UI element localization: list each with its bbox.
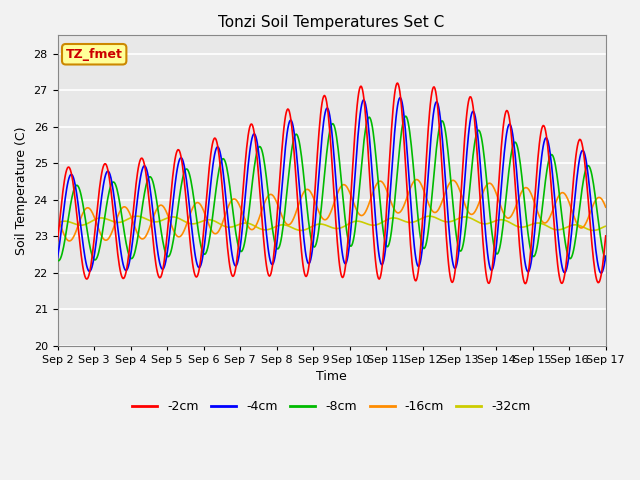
- -32cm: [398, 217, 406, 223]
- -16cm: [399, 205, 407, 211]
- -4cm: [396, 95, 404, 101]
- -2cm: [394, 80, 401, 86]
- -32cm: [175, 216, 183, 222]
- -4cm: [399, 104, 407, 110]
- -8cm: [54, 258, 62, 264]
- -2cm: [63, 165, 71, 171]
- -16cm: [205, 223, 213, 228]
- Line: -8cm: -8cm: [58, 116, 605, 261]
- -2cm: [54, 238, 61, 244]
- -8cm: [65, 216, 72, 222]
- -4cm: [205, 204, 212, 209]
- -4cm: [54, 255, 61, 261]
- -4cm: [63, 182, 71, 188]
- -8cm: [54, 257, 61, 263]
- Y-axis label: Soil Temperature (C): Soil Temperature (C): [15, 126, 28, 255]
- -32cm: [426, 213, 433, 219]
- -2cm: [399, 121, 407, 127]
- -4cm: [120, 264, 128, 270]
- -4cm: [415, 263, 423, 269]
- Line: -16cm: -16cm: [58, 180, 605, 241]
- -8cm: [399, 120, 407, 126]
- -16cm: [66, 238, 74, 244]
- -2cm: [415, 263, 423, 269]
- -4cm: [597, 270, 605, 276]
- -16cm: [177, 233, 184, 239]
- Line: -32cm: -32cm: [58, 216, 605, 230]
- -16cm: [602, 204, 609, 210]
- -16cm: [413, 177, 420, 182]
- -2cm: [175, 148, 183, 154]
- Line: -4cm: -4cm: [58, 98, 605, 273]
- -2cm: [602, 233, 609, 239]
- -2cm: [120, 276, 128, 281]
- Legend: -2cm, -4cm, -8cm, -16cm, -32cm: -2cm, -4cm, -8cm, -16cm, -32cm: [127, 396, 536, 418]
- Title: Tonzi Soil Temperatures Set C: Tonzi Soil Temperatures Set C: [218, 15, 445, 30]
- -2cm: [205, 172, 212, 178]
- -32cm: [54, 220, 61, 226]
- Line: -2cm: -2cm: [58, 83, 605, 284]
- -8cm: [205, 238, 213, 243]
- -32cm: [63, 218, 71, 224]
- -32cm: [414, 217, 422, 223]
- -4cm: [175, 156, 183, 162]
- -2cm: [522, 281, 529, 287]
- -16cm: [63, 237, 71, 243]
- -32cm: [205, 217, 212, 223]
- -32cm: [120, 218, 128, 224]
- -8cm: [602, 257, 609, 263]
- -16cm: [416, 179, 424, 185]
- -8cm: [177, 189, 184, 194]
- -8cm: [402, 113, 410, 119]
- -8cm: [121, 231, 129, 237]
- X-axis label: Time: Time: [316, 370, 347, 383]
- -32cm: [589, 228, 597, 233]
- -32cm: [602, 223, 609, 229]
- -8cm: [416, 229, 424, 235]
- -16cm: [54, 214, 61, 220]
- -4cm: [602, 253, 609, 259]
- Text: TZ_fmet: TZ_fmet: [66, 48, 123, 61]
- -16cm: [121, 204, 129, 210]
